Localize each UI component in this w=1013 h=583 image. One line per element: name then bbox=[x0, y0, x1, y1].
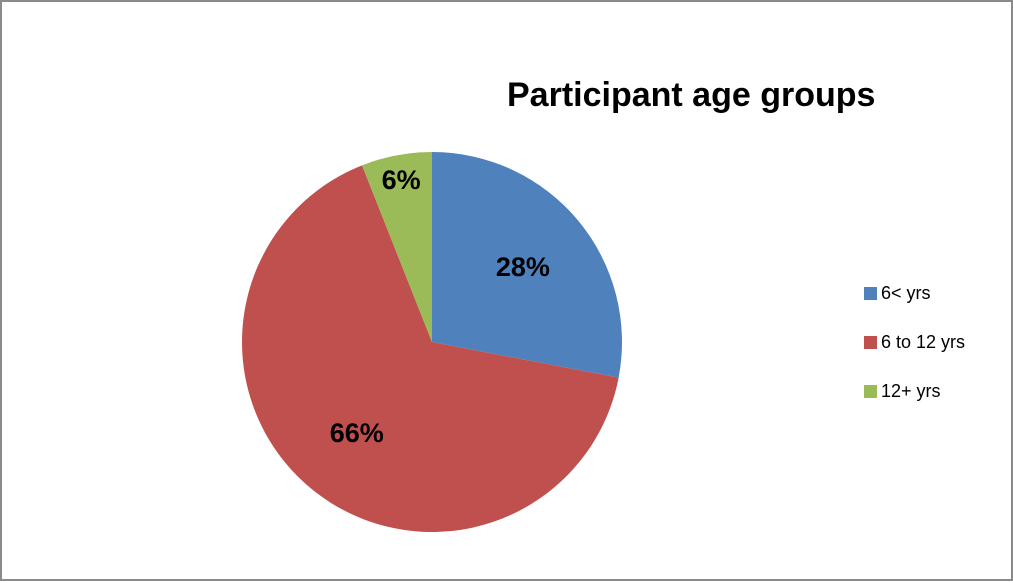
pie-slice-6-to-12 bbox=[241, 165, 619, 532]
data-label-under-6: 28% bbox=[496, 252, 550, 282]
legend-swatch bbox=[864, 287, 877, 300]
data-label-12-plus: 6% bbox=[382, 165, 421, 195]
legend-item-12-plus: 12+ yrs bbox=[864, 380, 965, 403]
legend: 6< yrs 6 to 12 yrs 12+ yrs bbox=[864, 282, 965, 429]
legend-item-6-to-12: 6 to 12 yrs bbox=[864, 331, 965, 354]
chart-title: Participant age groups bbox=[507, 76, 876, 114]
legend-label: 6< yrs bbox=[881, 283, 931, 303]
legend-swatch bbox=[864, 385, 877, 398]
pie-slice-under-6 bbox=[432, 152, 623, 378]
legend-label: 6 to 12 yrs bbox=[881, 332, 966, 352]
legend-item-under-6: 6< yrs bbox=[864, 282, 965, 305]
legend-label: 12+ yrs bbox=[881, 381, 941, 401]
legend-swatch bbox=[864, 336, 877, 349]
data-label-6-to-12: 66% bbox=[330, 418, 384, 448]
pie-slice-12-plus bbox=[362, 152, 432, 342]
